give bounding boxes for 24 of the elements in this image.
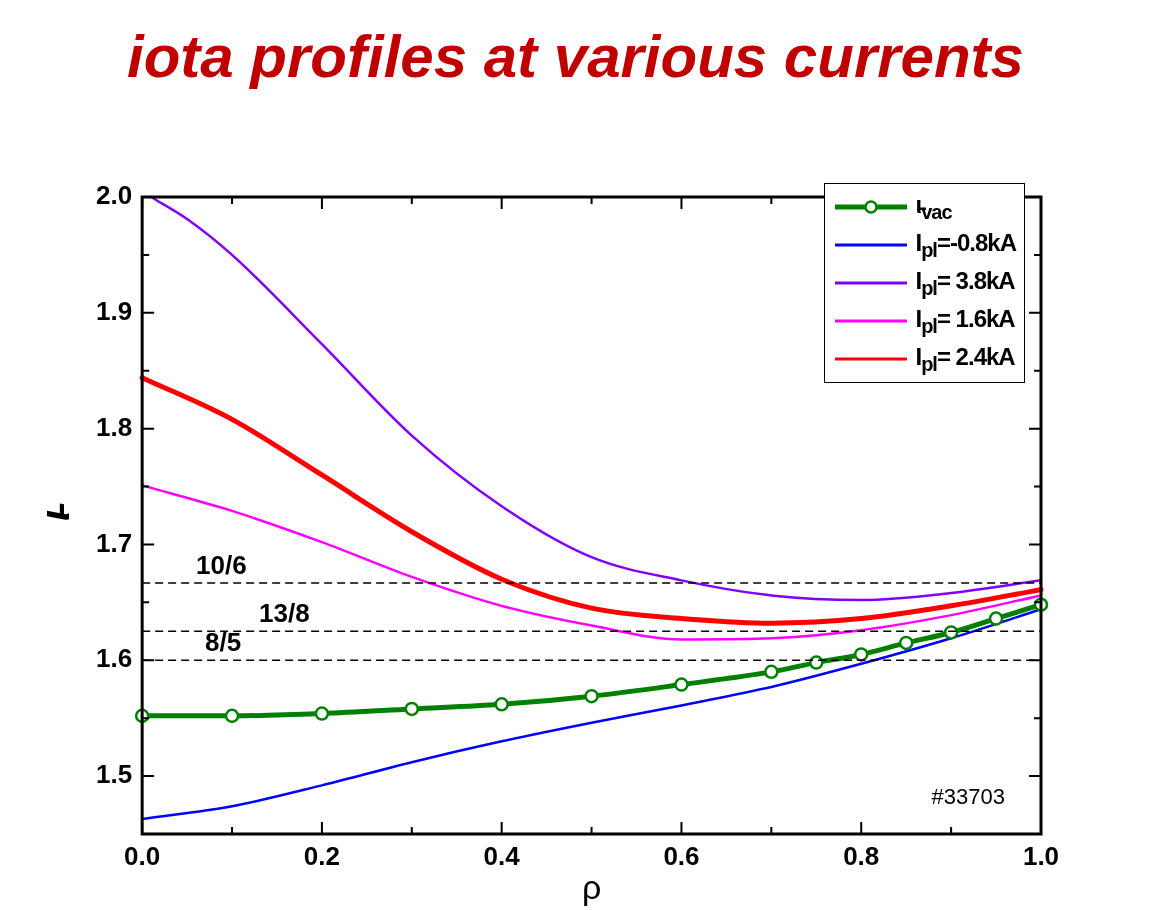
x-tick-label: 0.6 (663, 840, 700, 871)
legend-label: ι̵$_{vac}$ (915, 190, 952, 224)
legend-label: I$_{pl}$= 3.8kA (915, 266, 1015, 300)
y-tick-label: 1.7 (95, 527, 133, 558)
x-tick-label: 0.2 (303, 840, 340, 871)
annotation: 8/5 (205, 627, 242, 658)
chart-title: iota profiles at various currents (126, 22, 1025, 91)
legend-label: I$_{pl}$= 2.4kA (915, 342, 1015, 376)
x-tick-label: 1.0 (1022, 840, 1060, 871)
annotation: #33703 (931, 784, 1005, 810)
x-tick-label: 0.0 (124, 840, 161, 871)
legend-label: I$_{pl}$=-0.8kA (915, 228, 1016, 262)
annotation: 10/6 (196, 550, 247, 581)
y-tick-label: 1.5 (95, 759, 133, 790)
y-tick-label: 1.6 (95, 643, 133, 674)
y-axis-title: ι̵ (33, 502, 78, 522)
x-tick-label: 0.8 (843, 840, 880, 871)
y-tick-label: 2.0 (95, 180, 133, 211)
y-tick-label: 1.9 (95, 295, 133, 326)
x-tick-label: 0.4 (483, 840, 521, 871)
annotation: 13/8 (258, 598, 310, 629)
y-tick-label: 1.8 (95, 411, 133, 442)
legend-label: I$_{pl}$= 1.6kA (915, 304, 1015, 338)
x-axis-title: ρ (581, 867, 602, 906)
